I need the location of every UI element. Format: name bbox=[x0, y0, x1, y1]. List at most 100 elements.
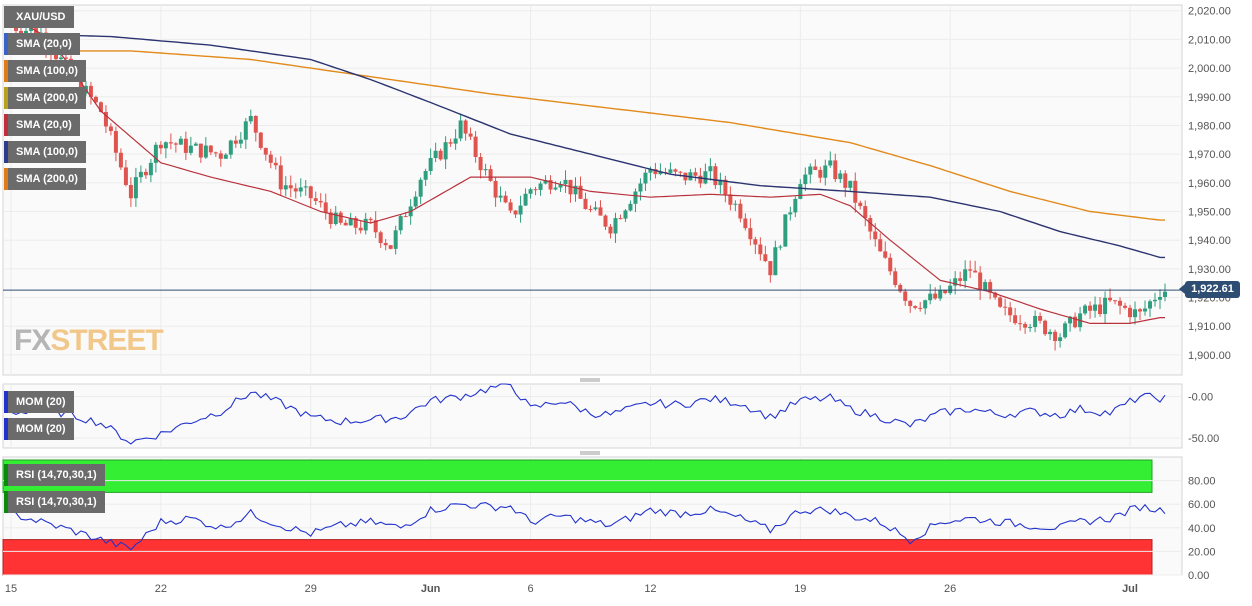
candle-body bbox=[403, 216, 408, 218]
candle-body bbox=[333, 212, 338, 225]
legend-rsi-a[interactable]: RSI (14,70,30,1) bbox=[4, 464, 105, 486]
candle-body bbox=[1068, 316, 1073, 324]
candle-body bbox=[578, 185, 583, 199]
legend-label: SMA (100,0) bbox=[16, 65, 78, 77]
candle-body bbox=[843, 173, 848, 188]
candle-body bbox=[1048, 331, 1053, 335]
candle-body bbox=[223, 154, 228, 159]
legend-mom-b[interactable]: MOM (20) bbox=[4, 418, 74, 440]
candle-body bbox=[1028, 327, 1033, 329]
candle-body bbox=[728, 194, 733, 205]
candle-body bbox=[938, 290, 943, 299]
y-tick-label: 1,910.00 bbox=[1188, 321, 1231, 333]
candle-body bbox=[323, 202, 328, 213]
candle-body bbox=[298, 187, 303, 192]
candle-body bbox=[908, 300, 913, 307]
candle-body bbox=[98, 102, 103, 112]
candle-body bbox=[1163, 291, 1167, 297]
y-tick-label: 1,960.00 bbox=[1188, 178, 1231, 190]
candle-body bbox=[433, 150, 438, 159]
candle-body bbox=[988, 282, 993, 293]
legend-mom-a[interactable]: MOM (20) bbox=[4, 391, 74, 413]
candle-body bbox=[13, 25, 18, 31]
candle-body bbox=[1033, 315, 1038, 328]
candle-body bbox=[273, 162, 278, 166]
y-tick-label: 40.00 bbox=[1188, 523, 1216, 535]
candle-body bbox=[668, 169, 673, 173]
legend-xauusd[interactable]: XAU/USD bbox=[4, 6, 74, 28]
candle-body bbox=[378, 232, 383, 244]
candle-body bbox=[478, 156, 483, 171]
fxstreet-watermark: FXSTREET bbox=[14, 324, 164, 358]
legend-rsi-b[interactable]: RSI (14,70,30,1) bbox=[4, 491, 105, 513]
legend-sma200-a[interactable]: SMA (200,0) bbox=[4, 87, 86, 109]
y-tick-label: -50.00 bbox=[1188, 433, 1219, 445]
candle-body bbox=[823, 165, 828, 178]
candle-body bbox=[233, 140, 238, 144]
candle-body bbox=[968, 269, 973, 271]
y-tick-label: 2,020.00 bbox=[1188, 6, 1231, 18]
price-panel bbox=[2, 4, 1183, 376]
candle-body bbox=[468, 133, 473, 137]
candle-body bbox=[613, 218, 618, 234]
candle-body bbox=[913, 306, 918, 308]
candle-body bbox=[888, 257, 893, 272]
candle-body bbox=[308, 186, 313, 199]
candle-body bbox=[418, 179, 423, 197]
y-tick-label: 1,990.00 bbox=[1188, 92, 1231, 104]
legend-sma200-b[interactable]: SMA (200,0) bbox=[4, 168, 86, 190]
candle-body bbox=[603, 215, 608, 227]
x-tick-label: 29 bbox=[305, 583, 317, 595]
candle-body bbox=[803, 174, 808, 185]
candle-body bbox=[1108, 297, 1113, 301]
candle-body bbox=[1158, 296, 1163, 300]
rsi-line bbox=[10, 502, 1166, 551]
candle-body bbox=[1043, 320, 1048, 335]
legend-sma20-b[interactable]: SMA (20,0) bbox=[4, 114, 80, 136]
candle-body bbox=[263, 147, 268, 155]
candle-body bbox=[953, 278, 958, 286]
candle-body bbox=[533, 189, 538, 191]
candle-body bbox=[638, 183, 643, 192]
candle-body bbox=[963, 269, 968, 281]
x-tick-label: 12 bbox=[644, 583, 656, 595]
candle-body bbox=[833, 160, 838, 180]
legend-label: SMA (20,0) bbox=[16, 119, 72, 131]
candle-body bbox=[1083, 305, 1088, 314]
candle-body bbox=[928, 293, 933, 301]
candle-body bbox=[388, 245, 393, 249]
candle-body bbox=[413, 196, 418, 207]
candle-body bbox=[253, 115, 258, 133]
x-tick-label: 19 bbox=[794, 583, 806, 595]
candle-body bbox=[458, 120, 463, 139]
candle-body bbox=[608, 226, 613, 234]
candle-body bbox=[173, 143, 178, 145]
y-tick-label: 1,900.00 bbox=[1188, 350, 1231, 362]
candle-body bbox=[113, 131, 118, 153]
candle-body bbox=[708, 166, 713, 172]
candle-body bbox=[1053, 331, 1058, 342]
candle-body bbox=[138, 171, 143, 178]
candle-body bbox=[188, 145, 193, 153]
y-tick-label: 1,950.00 bbox=[1188, 207, 1231, 219]
candle-body bbox=[743, 218, 748, 229]
candle-body bbox=[218, 153, 223, 159]
candle-body bbox=[383, 243, 388, 246]
legend-sma100-b[interactable]: SMA (100,0) bbox=[4, 141, 86, 163]
candle-body bbox=[103, 111, 108, 127]
legend-sma20-a[interactable]: SMA (20,0) bbox=[4, 33, 80, 55]
candle-body bbox=[278, 165, 283, 190]
candle-body bbox=[538, 183, 543, 190]
candle-body bbox=[398, 216, 403, 231]
y-tick-label: 1,970.00 bbox=[1188, 149, 1231, 161]
candle-body bbox=[733, 203, 738, 205]
legend-sma100-a[interactable]: SMA (100,0) bbox=[4, 60, 86, 82]
candle-body bbox=[788, 212, 793, 215]
candle-body bbox=[128, 184, 133, 199]
legend-label: MOM (20) bbox=[16, 423, 66, 435]
candle-body bbox=[718, 179, 723, 186]
candle-body bbox=[448, 142, 453, 144]
y-tick-label: 80.00 bbox=[1188, 476, 1216, 488]
candle-body bbox=[693, 172, 698, 176]
